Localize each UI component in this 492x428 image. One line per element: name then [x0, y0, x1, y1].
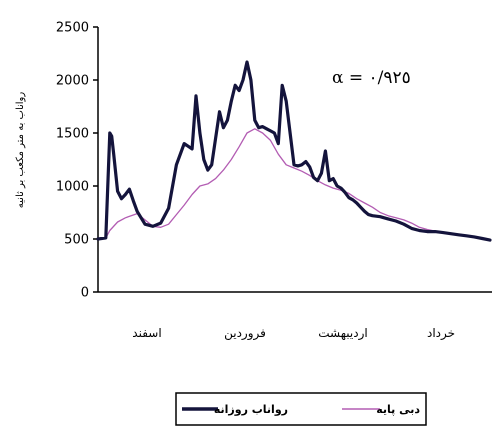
legend-box: [175, 392, 427, 426]
series-line-daily-runoff: [96, 60, 492, 242]
x-category-label: فروردین: [224, 326, 266, 341]
series-layer: [96, 60, 492, 242]
series-line-base-flow: [97, 128, 491, 241]
y-tick-label: 500: [64, 233, 89, 248]
legend: رواناب روزانه دبی پایه: [175, 392, 427, 426]
month-labels: اسفند فروردین اردیبهشت خرداد: [132, 326, 455, 341]
x-category-label: اسفند: [132, 326, 161, 340]
y-tick-label: 1000: [56, 180, 89, 195]
y-tick-label: 2000: [56, 74, 89, 89]
legend-label-base-flow: دبی پایه: [376, 403, 420, 416]
x-category-label: اردیبهشت: [318, 326, 367, 341]
x-category-label: خرداد: [427, 326, 455, 341]
y-ticks: 0 500 1000 1500 2000 2500: [56, 21, 98, 301]
y-axis-title: رواناب به متر مکعب بر ثانیه: [15, 92, 26, 209]
alpha-annotation: α = ٠/٩٢٥: [332, 68, 411, 88]
legend-label-daily-runoff: رواناب روزانه: [214, 403, 288, 416]
y-tick-label: 1500: [56, 127, 89, 142]
y-tick-label: 2500: [56, 21, 89, 36]
y-tick-label: 0: [81, 286, 89, 301]
